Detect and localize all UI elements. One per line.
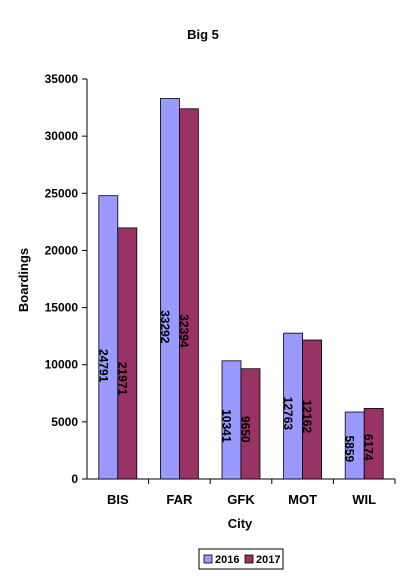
y-tick-label: 25000 <box>45 186 79 200</box>
data-label: 9650 <box>239 416 253 443</box>
chart-title: Big 5 <box>187 27 219 42</box>
legend-box <box>198 548 284 570</box>
data-label: 5859 <box>343 436 357 463</box>
y-tick-label: 35000 <box>45 72 79 86</box>
data-label: 33292 <box>158 310 172 344</box>
x-tick-label: FAR <box>166 492 193 507</box>
data-label: 12162 <box>300 400 314 434</box>
data-label: 21971 <box>115 362 129 396</box>
x-tick-label: GFK <box>227 492 255 507</box>
bar-2017-GFK <box>240 368 261 480</box>
data-label: 32394 <box>177 314 191 348</box>
x-tick-label: BIS <box>107 492 129 507</box>
bar-2017-WIL <box>363 408 384 480</box>
bar-2017-BIS <box>117 227 138 480</box>
y-tick-label: 0 <box>71 472 78 486</box>
legend-label-2016: 2016 <box>215 554 239 566</box>
plot-area: 0 5000 10000 15000 20000 25000 30000 35000 BIS 24… <box>45 72 396 507</box>
x-tick-label: MOT <box>288 492 317 507</box>
y-tick-label: 10000 <box>45 358 79 372</box>
legend-swatch-2016 <box>203 554 213 564</box>
bar-2017-FAR <box>178 108 199 480</box>
x-axis-label: City <box>228 516 253 531</box>
data-label: 6174 <box>362 434 376 461</box>
y-tick-label: 15000 <box>45 301 79 315</box>
data-label: 12763 <box>281 397 295 431</box>
legend-swatch-2017 <box>244 554 254 564</box>
data-label: 24791 <box>96 349 110 383</box>
y-tick-label: 20000 <box>45 243 79 257</box>
bar-2016-FAR <box>159 98 180 480</box>
y-tick-label: 5000 <box>51 415 78 429</box>
y-tick-label: 30000 <box>45 129 79 143</box>
legend: 2016 2017 <box>198 548 284 570</box>
x-tick-label: WIL <box>352 492 376 507</box>
bar-2016-BIS <box>98 195 119 480</box>
data-label: 10341 <box>220 409 234 443</box>
y-axis-label: Boardings <box>16 248 31 312</box>
legend-label-2017: 2017 <box>256 554 280 566</box>
bar-2017-MOT <box>302 339 323 480</box>
